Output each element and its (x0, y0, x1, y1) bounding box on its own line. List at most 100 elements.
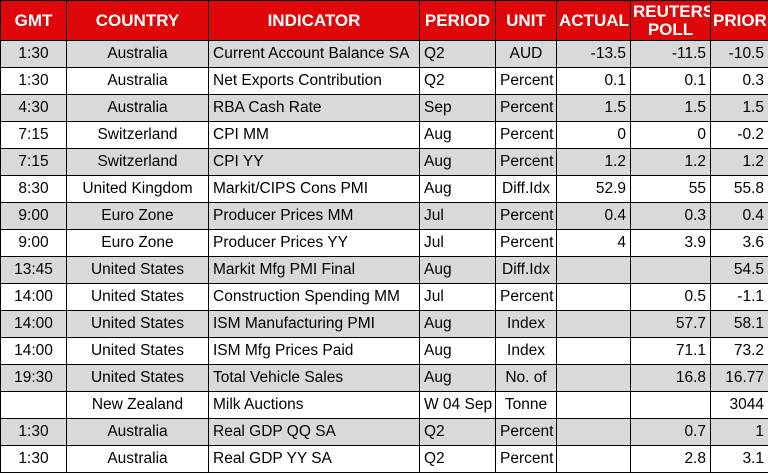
cell-country: Australia (66, 94, 209, 122)
cell-actual: 0.4 (556, 202, 631, 230)
cell-unit: Percent (495, 418, 557, 446)
cell-indicator: ISM Mfg Prices Paid (208, 337, 420, 365)
cell-country: Australia (66, 418, 209, 446)
table-row: New Zealand Milk Auctions W 04 Sep Tonne 304… (0, 391, 768, 419)
cell-poll: -11.5 (630, 40, 711, 68)
cell-poll: 55 (630, 175, 711, 203)
cell-period: W 04 Sep (419, 391, 496, 419)
cell-indicator: ISM Manufacturing PMI (208, 310, 420, 338)
table-row: 8:30 United Kingdom Markit/CIPS Cons PMI Au… (0, 175, 768, 203)
cell-poll: 0.7 (630, 418, 711, 446)
cell-unit: AUD (495, 40, 557, 68)
cell-unit: Index (495, 310, 557, 338)
cell-period: Q2 (419, 418, 496, 446)
cell-country: United States (66, 283, 209, 311)
cell-unit: Tonne (495, 391, 557, 419)
cell-unit: Percent (495, 67, 557, 95)
cell-unit: No. of (495, 364, 557, 392)
cell-period: Q2 (419, 445, 496, 473)
cell-gmt: 14:00 (0, 283, 67, 311)
table-header: GMT COUNTRY INDICATOR PERIOD UNIT ACTUAL… (0, 0, 768, 41)
table-row: 14:00 United States ISM Mfg Prices Paid Aug… (0, 337, 768, 365)
column-header-actual: ACTUAL (556, 0, 631, 41)
column-header-reuters-poll: REUTERS POLL (630, 0, 711, 41)
cell-gmt: 1:30 (0, 418, 67, 446)
table-row: 14:00 United States ISM Manufacturing PMI A… (0, 310, 768, 338)
column-header-unit: UNIT (495, 0, 557, 41)
table-row: 9:00 Euro Zone Producer Prices YY Jul Percen… (0, 229, 768, 257)
cell-actual (556, 256, 631, 284)
cell-indicator: Real GDP YY SA (208, 445, 420, 473)
cell-actual: 52.9 (556, 175, 631, 203)
cell-indicator: Real GDP QQ SA (208, 418, 420, 446)
table-row: 7:15 Switzerland CPI MM Aug Percent 0 0 -0.2 (0, 121, 768, 149)
cell-period: Sep (419, 94, 496, 122)
cell-gmt (0, 391, 67, 419)
cell-period: Aug (419, 121, 496, 149)
cell-poll: 1.2 (630, 148, 711, 176)
cell-poll: 16.8 (630, 364, 711, 392)
cell-actual: 0 (556, 121, 631, 149)
cell-period: Jul (419, 283, 496, 311)
table-body: 1:30 Australia Current Account Balance SA Q… (0, 40, 768, 473)
cell-prior: 3044 (710, 391, 768, 419)
cell-country: United States (66, 337, 209, 365)
cell-prior: 73.2 (710, 337, 768, 365)
cell-country: United States (66, 256, 209, 284)
cell-period: Q2 (419, 40, 496, 68)
cell-unit: Index (495, 337, 557, 365)
cell-prior: -1.1 (710, 283, 768, 311)
cell-unit: Percent (495, 148, 557, 176)
column-header-indicator: INDICATOR (208, 0, 420, 41)
cell-country: Switzerland (66, 121, 209, 149)
table-row: 1:30 Australia Real GDP QQ SA Q2 Percent 0.7 1 (0, 418, 768, 446)
cell-poll: 1.5 (630, 94, 711, 122)
cell-prior: 16.77 (710, 364, 768, 392)
column-header-gmt: GMT (0, 0, 67, 41)
cell-unit: Diff.Idx (495, 175, 557, 203)
cell-period: Aug (419, 256, 496, 284)
table-row: 14:00 United States Construction Spending … (0, 283, 768, 311)
cell-indicator: Milk Auctions (208, 391, 420, 419)
cell-actual (556, 337, 631, 365)
cell-gmt: 1:30 (0, 40, 67, 68)
table-row: 4:30 Australia RBA Cash Rate Sep Percent 1.5 1… (0, 94, 768, 122)
cell-gmt: 1:30 (0, 445, 67, 473)
cell-country: Switzerland (66, 148, 209, 176)
cell-poll: 3.9 (630, 229, 711, 257)
cell-period: Aug (419, 310, 496, 338)
cell-unit: Percent (495, 121, 557, 149)
cell-prior: 54.5 (710, 256, 768, 284)
cell-prior: 0.3 (710, 67, 768, 95)
cell-gmt: 14:00 (0, 337, 67, 365)
table-row: 7:15 Switzerland CPI YY Aug Percent 1.2 1.2 1.2 (0, 148, 768, 176)
cell-prior: 58.1 (710, 310, 768, 338)
cell-indicator: Markit/CIPS Cons PMI (208, 175, 420, 203)
cell-poll (630, 256, 711, 284)
cell-actual: 4 (556, 229, 631, 257)
column-header-period: PERIOD (419, 0, 496, 41)
cell-country: United Kingdom (66, 175, 209, 203)
cell-actual: 1.2 (556, 148, 631, 176)
column-header-prior: PRIOR (710, 0, 768, 41)
cell-poll: 71.1 (630, 337, 711, 365)
cell-actual (556, 310, 631, 338)
cell-period: Q2 (419, 67, 496, 95)
cell-gmt: 13:45 (0, 256, 67, 284)
cell-actual (556, 391, 631, 419)
cell-country: United States (66, 310, 209, 338)
cell-country: Euro Zone (66, 202, 209, 230)
cell-prior: 3.1 (710, 445, 768, 473)
cell-actual: 1.5 (556, 94, 631, 122)
cell-indicator: RBA Cash Rate (208, 94, 420, 122)
cell-gmt: 7:15 (0, 121, 67, 149)
cell-period: Jul (419, 229, 496, 257)
table-row: 1:30 Australia Current Account Balance SA Q… (0, 40, 768, 68)
table-row: 9:00 Euro Zone Producer Prices MM Jul Percen… (0, 202, 768, 230)
cell-poll: 0.5 (630, 283, 711, 311)
cell-actual (556, 418, 631, 446)
cell-actual: 0.1 (556, 67, 631, 95)
cell-gmt: 9:00 (0, 202, 67, 230)
cell-prior: -10.5 (710, 40, 768, 68)
